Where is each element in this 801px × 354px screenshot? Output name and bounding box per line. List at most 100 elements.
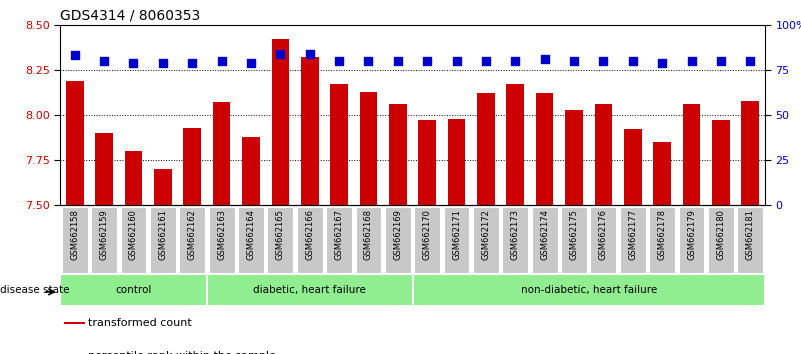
FancyBboxPatch shape: [91, 207, 117, 273]
Point: [186, 60, 199, 65]
Bar: [360, 92, 377, 205]
Bar: [536, 93, 553, 205]
Bar: [477, 93, 495, 205]
Bar: [207, 274, 413, 306]
Text: GSM662181: GSM662181: [746, 209, 755, 259]
Text: GSM662167: GSM662167: [335, 209, 344, 260]
Point: [509, 58, 521, 64]
FancyBboxPatch shape: [444, 207, 469, 273]
Point: [156, 60, 169, 65]
Bar: [272, 39, 289, 205]
FancyBboxPatch shape: [708, 207, 734, 273]
Text: non-diabetic, heart failure: non-diabetic, heart failure: [521, 285, 657, 295]
Text: control: control: [115, 285, 151, 295]
Point: [68, 53, 81, 58]
Bar: [154, 169, 171, 205]
Text: GSM662177: GSM662177: [628, 209, 638, 260]
Text: GSM662170: GSM662170: [423, 209, 432, 259]
FancyBboxPatch shape: [297, 207, 323, 273]
Text: GSM662179: GSM662179: [687, 209, 696, 259]
Point: [274, 51, 287, 57]
Bar: [624, 130, 642, 205]
Bar: [448, 119, 465, 205]
Point: [98, 58, 111, 64]
Text: GSM662160: GSM662160: [129, 209, 138, 259]
Bar: [63, 322, 85, 324]
Point: [392, 58, 405, 64]
Text: GSM662171: GSM662171: [452, 209, 461, 259]
Point: [450, 58, 463, 64]
Text: GSM662159: GSM662159: [99, 209, 109, 259]
FancyBboxPatch shape: [179, 207, 205, 273]
Bar: [183, 128, 201, 205]
Bar: [330, 84, 348, 205]
FancyBboxPatch shape: [62, 207, 87, 273]
Point: [685, 58, 698, 64]
Point: [332, 58, 345, 64]
FancyBboxPatch shape: [678, 207, 704, 273]
Text: percentile rank within the sample: percentile rank within the sample: [88, 350, 276, 354]
Text: GSM662165: GSM662165: [276, 209, 285, 259]
Bar: [712, 120, 730, 205]
Text: GDS4314 / 8060353: GDS4314 / 8060353: [60, 8, 200, 22]
FancyBboxPatch shape: [238, 207, 264, 273]
Bar: [60, 274, 207, 306]
Text: disease state: disease state: [0, 285, 70, 295]
Point: [127, 60, 140, 65]
Text: GSM662180: GSM662180: [716, 209, 726, 259]
Point: [538, 56, 551, 62]
Text: GSM662163: GSM662163: [217, 209, 226, 260]
Text: GSM662176: GSM662176: [599, 209, 608, 260]
Text: GSM662158: GSM662158: [70, 209, 79, 259]
Point: [362, 58, 375, 64]
FancyBboxPatch shape: [356, 207, 381, 273]
Bar: [594, 104, 612, 205]
Point: [626, 58, 639, 64]
Point: [568, 58, 581, 64]
Text: GSM662178: GSM662178: [658, 209, 666, 260]
Point: [656, 60, 669, 65]
FancyBboxPatch shape: [473, 207, 499, 273]
Bar: [213, 102, 231, 205]
FancyBboxPatch shape: [532, 207, 557, 273]
FancyBboxPatch shape: [268, 207, 293, 273]
Text: GSM662174: GSM662174: [540, 209, 549, 259]
Bar: [742, 101, 759, 205]
FancyBboxPatch shape: [562, 207, 587, 273]
Point: [215, 58, 228, 64]
Text: GSM662173: GSM662173: [511, 209, 520, 260]
FancyBboxPatch shape: [150, 207, 175, 273]
Bar: [413, 274, 765, 306]
FancyBboxPatch shape: [209, 207, 235, 273]
FancyBboxPatch shape: [620, 207, 646, 273]
FancyBboxPatch shape: [385, 207, 411, 273]
Bar: [506, 84, 524, 205]
Bar: [125, 151, 143, 205]
FancyBboxPatch shape: [121, 207, 147, 273]
Point: [744, 58, 757, 64]
FancyBboxPatch shape: [590, 207, 616, 273]
Text: GSM662161: GSM662161: [159, 209, 167, 259]
Bar: [682, 104, 700, 205]
Point: [480, 58, 493, 64]
Point: [597, 58, 610, 64]
Bar: [66, 81, 83, 205]
FancyBboxPatch shape: [326, 207, 352, 273]
Text: GSM662169: GSM662169: [393, 209, 402, 259]
Bar: [242, 137, 260, 205]
FancyBboxPatch shape: [738, 207, 763, 273]
Bar: [301, 57, 319, 205]
Point: [714, 58, 727, 64]
FancyBboxPatch shape: [502, 207, 528, 273]
Text: GSM662172: GSM662172: [481, 209, 490, 259]
Text: diabetic, heart failure: diabetic, heart failure: [253, 285, 366, 295]
FancyBboxPatch shape: [650, 207, 675, 273]
Bar: [654, 142, 671, 205]
Text: GSM662166: GSM662166: [305, 209, 314, 260]
Bar: [566, 110, 583, 205]
Text: GSM662162: GSM662162: [187, 209, 197, 259]
Text: GSM662164: GSM662164: [247, 209, 256, 259]
FancyBboxPatch shape: [414, 207, 440, 273]
Text: GSM662175: GSM662175: [570, 209, 578, 259]
Text: transformed count: transformed count: [88, 318, 192, 328]
